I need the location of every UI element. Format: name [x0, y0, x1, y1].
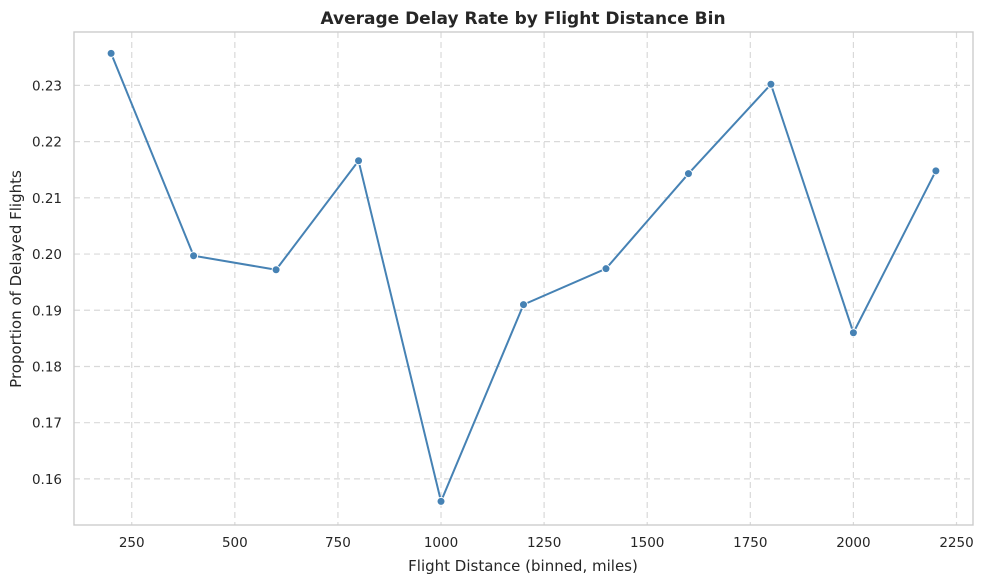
- x-tick-label: 250: [119, 535, 145, 551]
- y-tick-label: 0.19: [32, 303, 62, 319]
- x-tick-label: 2000: [836, 535, 870, 551]
- x-tick-label: 2250: [939, 535, 973, 551]
- data-point: [436, 496, 446, 506]
- data-point: [683, 169, 693, 179]
- data-point: [766, 79, 776, 89]
- data-point: [354, 156, 364, 166]
- y-axis-label: Proportion of Delayed Flights: [7, 170, 25, 388]
- data-point: [189, 251, 199, 261]
- y-tick-label: 0.16: [32, 472, 62, 488]
- y-tick-label: 0.18: [32, 359, 62, 375]
- data-point: [519, 300, 528, 310]
- x-tick-label: 1500: [630, 535, 664, 551]
- grid: [74, 32, 973, 525]
- x-tick-label: 500: [222, 535, 248, 551]
- plot-frame: [73, 31, 974, 526]
- x-tick-label: 1000: [424, 535, 458, 551]
- data-point: [601, 264, 611, 274]
- y-axis-ticks: 0.16 0.17 0.18 0.19 0.20 0.21 0.22 0.23: [32, 78, 62, 488]
- chart-title: Average Delay Rate by Flight Distance Bi…: [320, 9, 725, 29]
- y-tick-label: 0.21: [32, 191, 62, 207]
- x-tick-label: 1750: [733, 535, 767, 551]
- data-point: [848, 328, 858, 338]
- y-tick-label: 0.22: [32, 135, 62, 151]
- y-tick-label: 0.23: [32, 78, 62, 94]
- series-layer: [106, 48, 941, 506]
- x-axis-ticks: 250 500 750 1000 1250 1500 1750 2000 2250: [119, 535, 974, 551]
- y-tick-label: 0.17: [32, 416, 62, 432]
- data-point: [106, 48, 116, 58]
- x-tick-label: 750: [325, 535, 351, 551]
- x-axis-label: Flight Distance (binned, miles): [408, 557, 638, 575]
- data-point: [931, 166, 941, 176]
- x-tick-label: 1250: [527, 535, 561, 551]
- y-tick-label: 0.20: [32, 247, 62, 263]
- data-point: [271, 265, 281, 275]
